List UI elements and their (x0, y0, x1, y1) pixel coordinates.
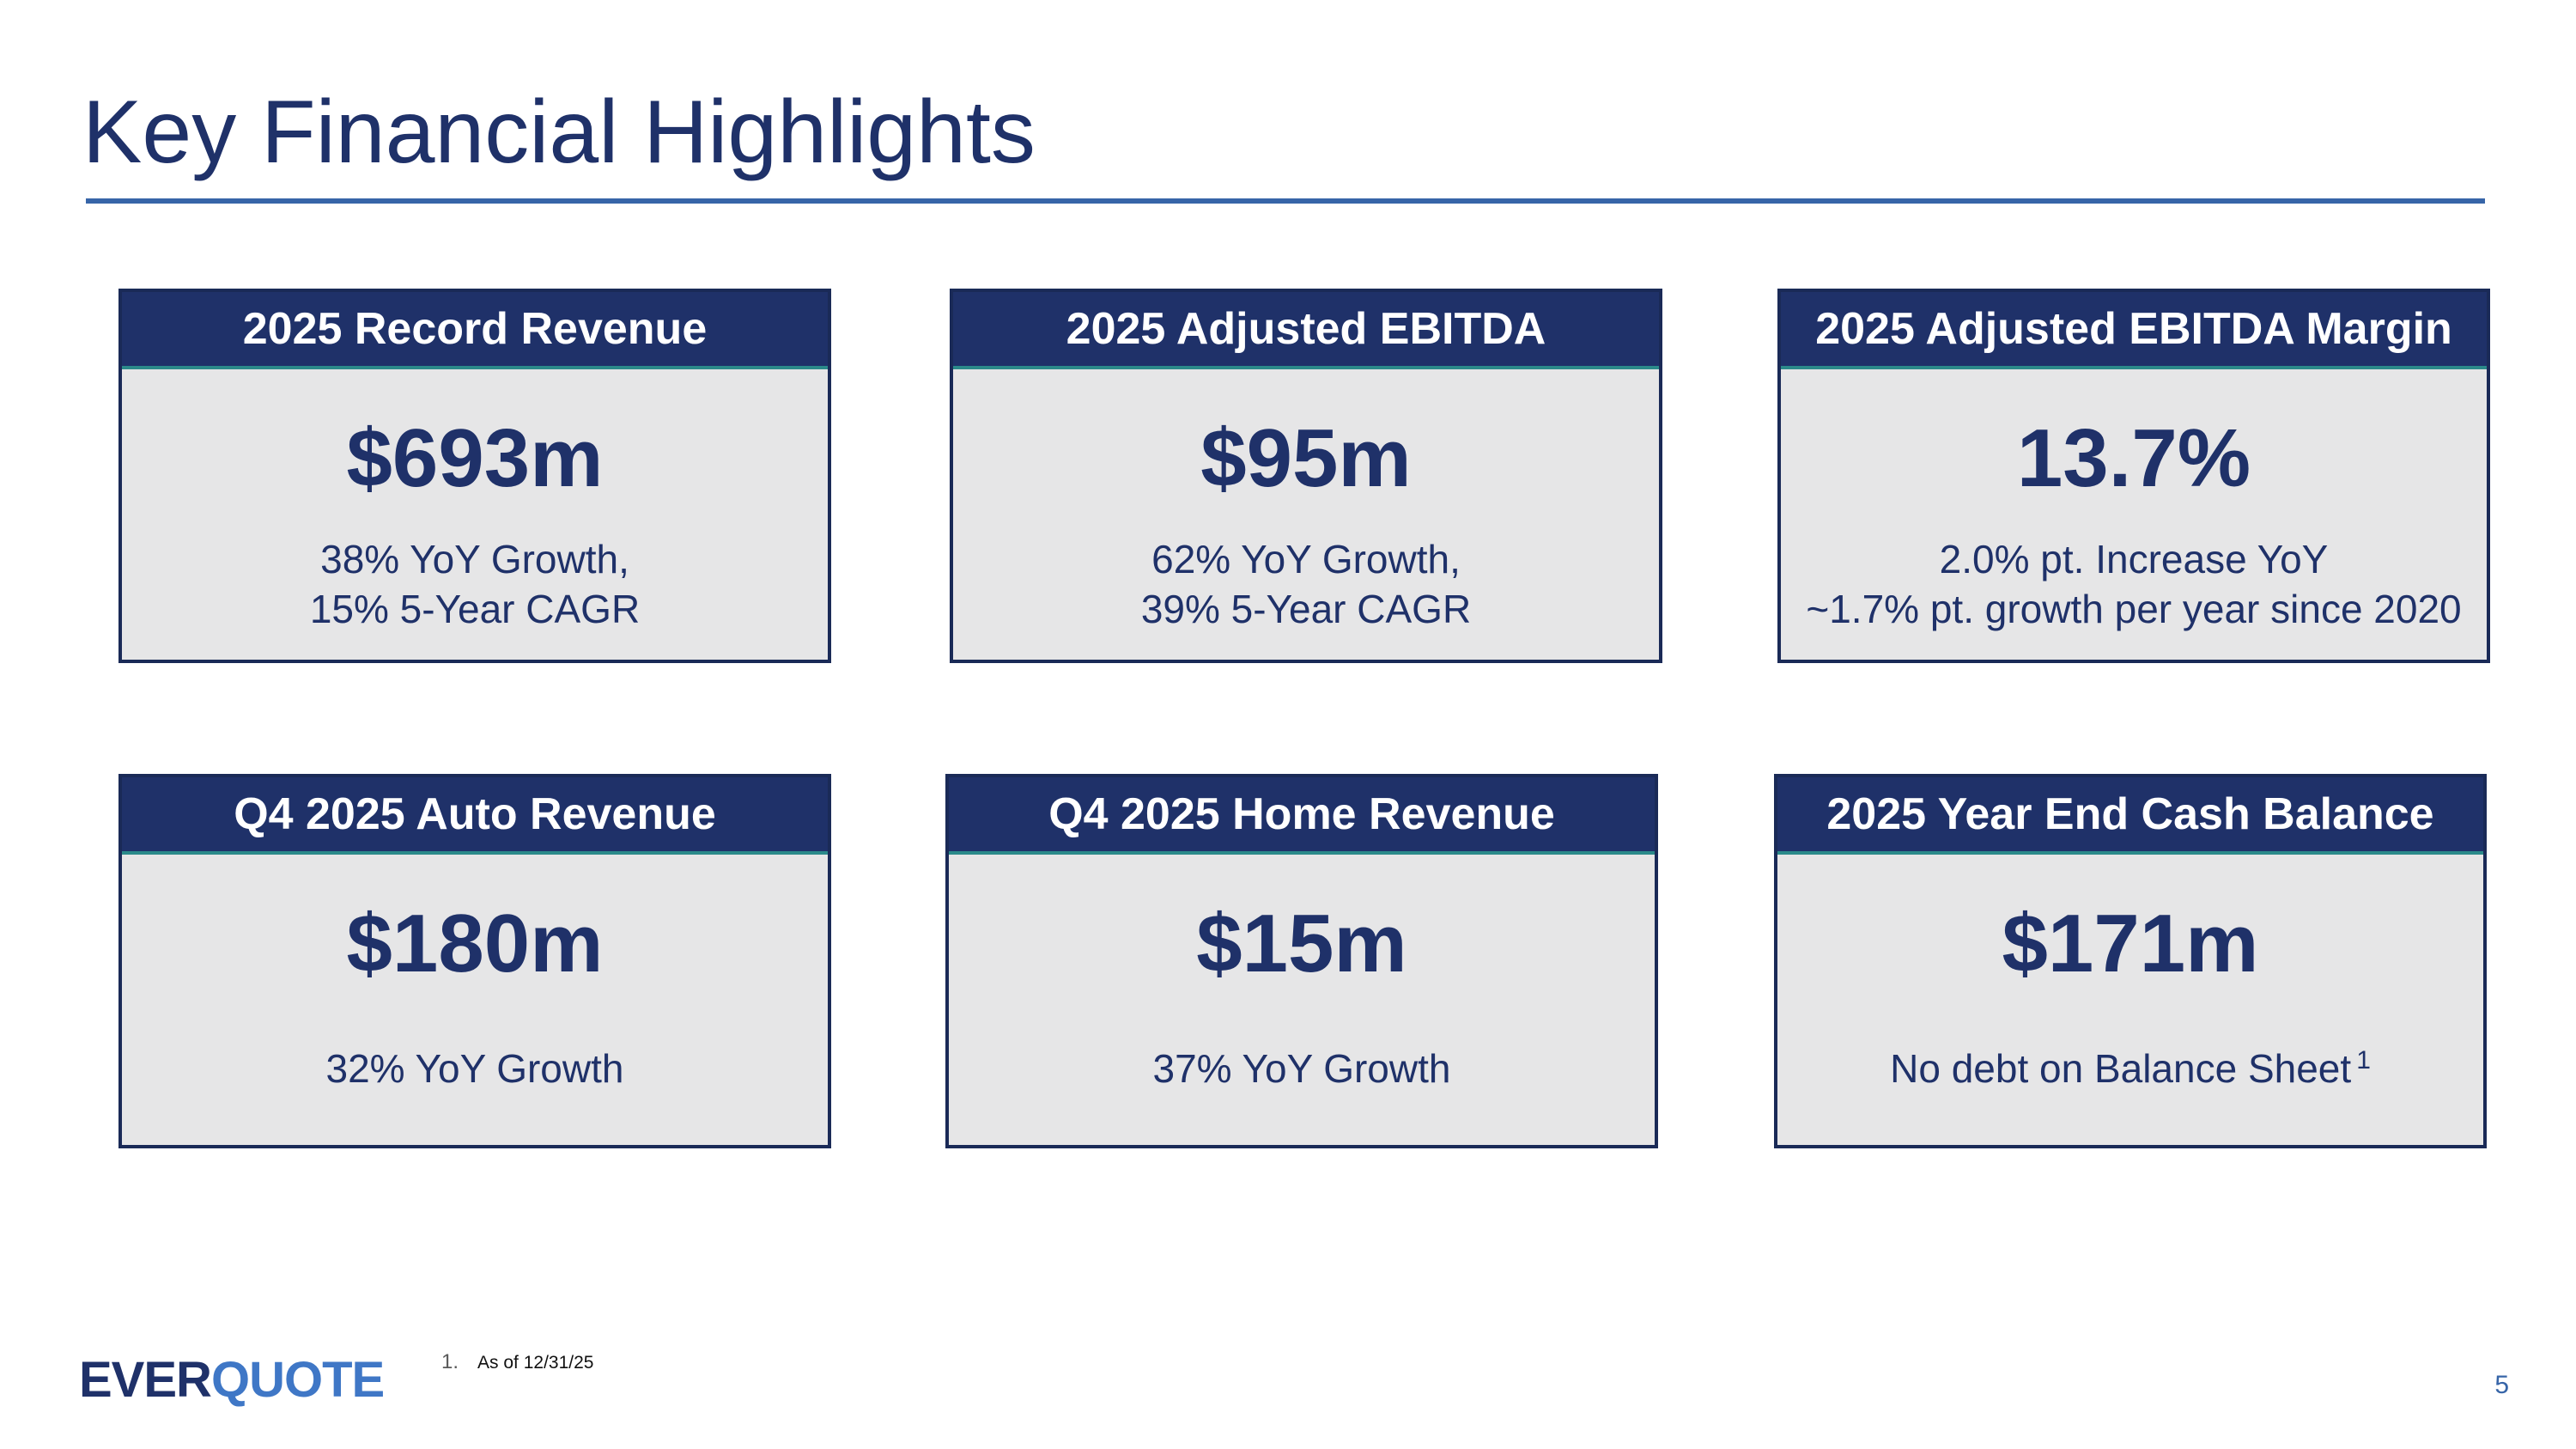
card-subtext-line: 38% YoY Growth, (320, 537, 629, 581)
card-cash-balance: 2025 Year End Cash Balance $171m No debt… (1774, 774, 2487, 1148)
slide-title: Key Financial Highlights (82, 82, 1036, 182)
footnote-number: 1. (441, 1350, 459, 1373)
footnote-reference: 1 (2356, 1045, 2371, 1075)
card-subtext-line: ~1.7% pt. growth per year since 2020 (1806, 587, 2462, 631)
card-header: Q4 2025 Auto Revenue (122, 777, 828, 855)
footnote: 1. As of 12/31/25 (441, 1350, 593, 1374)
card-subtext-line: No debt on Balance Sheet 1 (1777, 1044, 2483, 1093)
card-value: $180m (346, 898, 604, 989)
title-divider (86, 198, 2485, 204)
everquote-logo: EVERQUOTE (79, 1352, 385, 1408)
card-auto-revenue: Q4 2025 Auto Revenue $180m 32% YoY Growt… (118, 774, 831, 1148)
card-header: 2025 Adjusted EBITDA (953, 292, 1659, 369)
card-header: Q4 2025 Home Revenue (949, 777, 1655, 855)
card-subtext-text: No debt on Balance Sheet (1890, 1046, 2352, 1091)
card-subtext-line: 2.0% pt. Increase YoY (1939, 537, 2329, 581)
card-subtext: 62% YoY Growth, 39% 5-Year CAGR (953, 534, 1659, 634)
card-subtext-line: 62% YoY Growth, (1151, 537, 1461, 581)
card-value: $95m (1200, 412, 1412, 504)
card-header: 2025 Record Revenue (122, 292, 828, 369)
card-subtext: 37% YoY Growth (949, 1044, 1655, 1093)
card-subtext-line: 15% 5-Year CAGR (309, 587, 641, 631)
card-subtext: 38% YoY Growth, 15% 5-Year CAGR (122, 534, 828, 634)
card-value: $171m (2002, 898, 2259, 989)
card-header: 2025 Adjusted EBITDA Margin (1781, 292, 2487, 369)
card-subtext-line: 39% 5-Year CAGR (1140, 587, 1472, 631)
card-subtext: 2.0% pt. Increase YoY ~1.7% pt. growth p… (1781, 534, 2487, 634)
card-adjusted-ebitda-margin: 2025 Adjusted EBITDA Margin 13.7% 2.0% p… (1777, 289, 2490, 663)
card-subtext-line: 37% YoY Growth (1152, 1046, 1451, 1091)
card-subtext: No debt on Balance Sheet 1 (1777, 1044, 2483, 1093)
card-value: 13.7% (2016, 412, 2251, 504)
card-value: $15m (1196, 898, 1407, 989)
footnote-text: As of 12/31/25 (477, 1353, 594, 1373)
card-adjusted-ebitda: 2025 Adjusted EBITDA $95m 62% YoY Growth… (950, 289, 1662, 663)
card-subtext-line: 32% YoY Growth (325, 1046, 624, 1091)
card-home-revenue: Q4 2025 Home Revenue $15m 37% YoY Growth (945, 774, 1658, 1148)
logo-quote: QUOTE (210, 1352, 385, 1408)
card-value: $693m (346, 412, 604, 504)
card-header: 2025 Year End Cash Balance (1777, 777, 2483, 855)
page-number: 5 (2494, 1371, 2509, 1399)
logo-ever: EVER (79, 1352, 212, 1408)
card-record-revenue: 2025 Record Revenue $693m 38% YoY Growth… (118, 289, 831, 663)
card-subtext: 32% YoY Growth (122, 1044, 828, 1093)
